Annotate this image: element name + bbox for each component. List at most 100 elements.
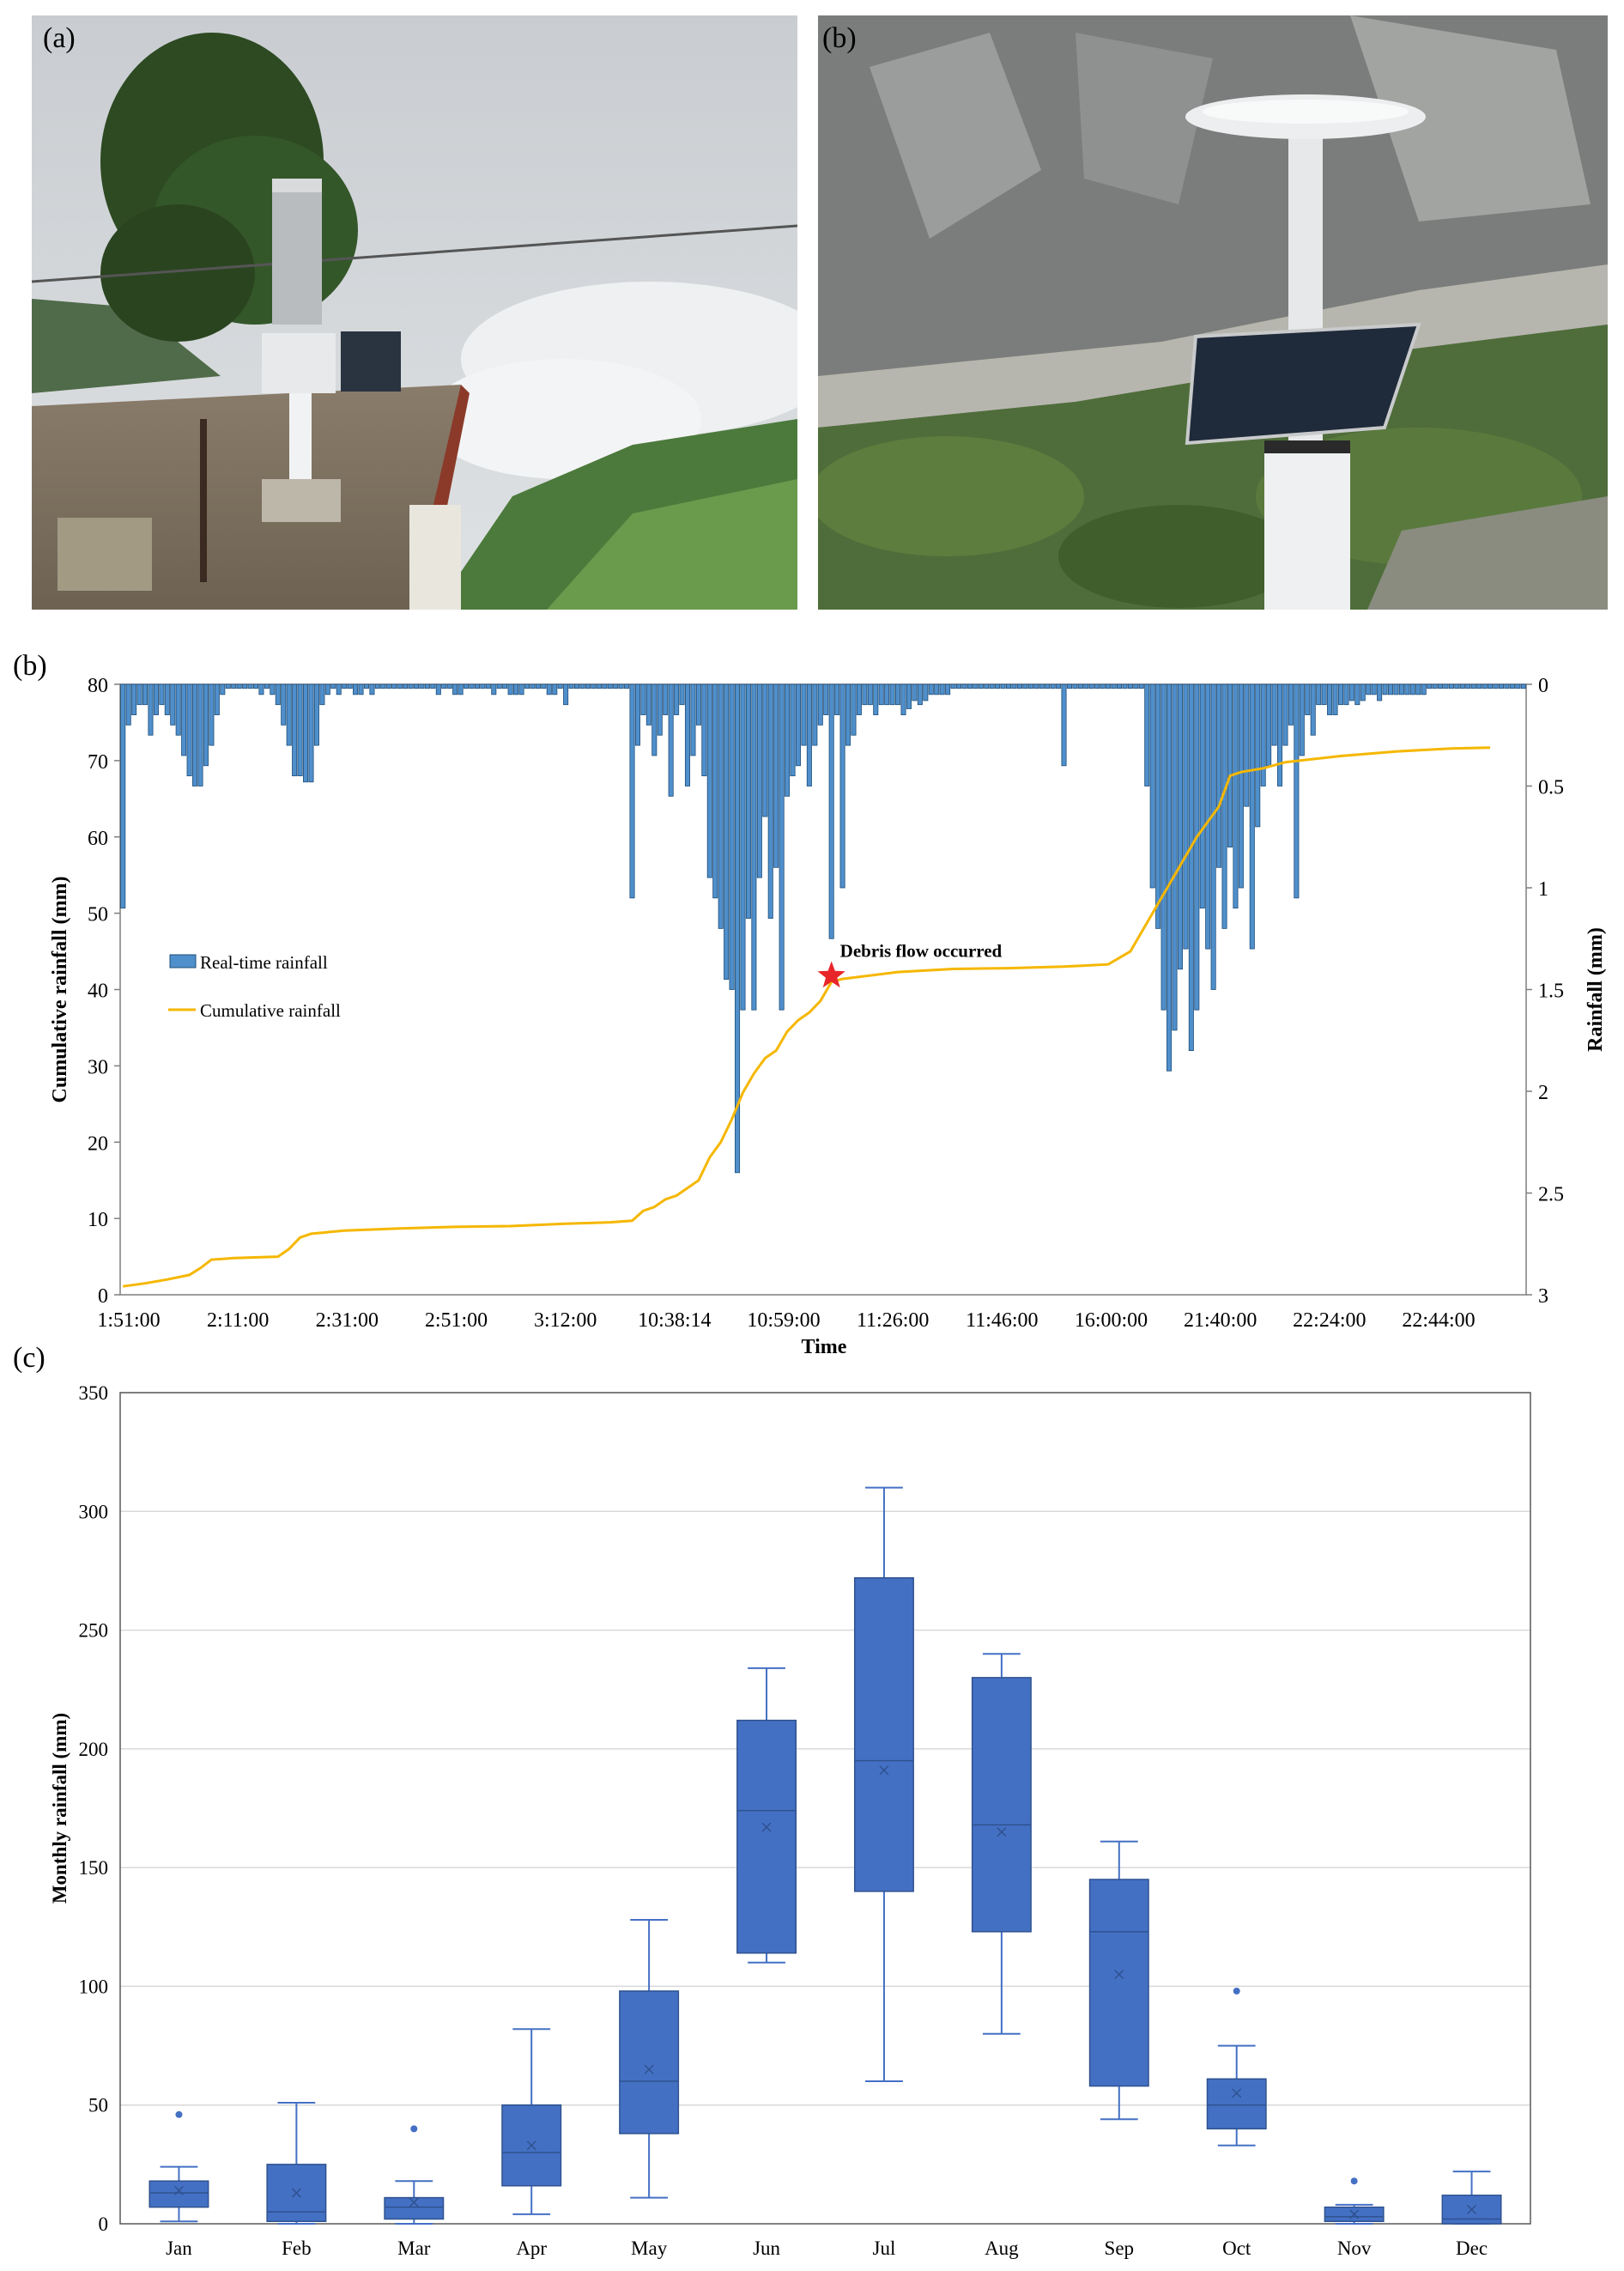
rainfall-bar xyxy=(1459,683,1465,689)
rainfall-bar xyxy=(945,683,951,695)
box-iqr xyxy=(1088,1879,1149,2087)
left-tick-label: 0 xyxy=(98,1285,108,1308)
y-tick-label: 300 xyxy=(79,1501,109,1522)
rainfall-bar xyxy=(1448,683,1454,689)
rainfall-bar xyxy=(120,683,126,909)
rainfall-bar xyxy=(1294,683,1300,899)
rainfall-bar xyxy=(1177,683,1183,970)
rainfall-bar xyxy=(1194,683,1200,1011)
photo-rainfall-station xyxy=(818,15,1608,610)
box-mean-marker xyxy=(409,2197,419,2207)
rainfall-bar xyxy=(552,683,558,695)
rainfall-bar xyxy=(1033,683,1039,689)
rainfall-bar xyxy=(1321,683,1327,706)
rainfall-bar xyxy=(1061,683,1067,767)
rainfall-bar xyxy=(817,683,823,726)
rainfall-bar xyxy=(1415,683,1421,695)
box-outlier xyxy=(1350,2177,1358,2185)
rainfall-bar xyxy=(1476,683,1482,689)
rainfall-bar xyxy=(867,683,873,706)
rainfall-bar xyxy=(1465,683,1471,689)
rainfall-bar xyxy=(125,683,131,726)
rainfall-bar xyxy=(1088,683,1094,689)
rainfall-bar xyxy=(1470,683,1476,689)
right-tick-label: 0 xyxy=(1538,675,1548,697)
rainfall-bar xyxy=(1498,683,1505,689)
right-tick-label: 1 xyxy=(1538,878,1548,901)
rainfall-bar xyxy=(153,683,159,715)
right-tick-label: 1.5 xyxy=(1538,981,1564,1003)
rainfall-bar xyxy=(1366,683,1372,695)
rainfall-bar xyxy=(1343,683,1349,706)
right-axis-title: Rainfall (mm) xyxy=(1585,927,1607,1052)
rainfall-bar xyxy=(1260,683,1266,786)
left-tick-label: 40 xyxy=(88,981,108,1003)
rainfall-bar xyxy=(1127,683,1133,689)
rainfall-bar xyxy=(657,683,663,736)
rainfall-bar xyxy=(939,683,945,695)
x-tick-label: 1:51:00 xyxy=(97,1309,160,1332)
rainfall-bar xyxy=(900,683,906,715)
rainfall-bar xyxy=(192,683,198,786)
rainfall-bar xyxy=(839,683,845,889)
box-outlier xyxy=(175,2110,183,2118)
x-tick-label: 2:51:00 xyxy=(425,1309,488,1332)
rainfall-bar xyxy=(491,683,497,695)
x-tick-label: Mar xyxy=(397,2238,431,2259)
box-mean-marker xyxy=(291,2188,301,2198)
rainfall-bar xyxy=(1387,683,1394,695)
legend-label: Real-time rainfall xyxy=(200,952,328,973)
rainfall-bar xyxy=(1382,683,1388,695)
rainfall-bar xyxy=(1149,683,1155,889)
rainfall-bar xyxy=(430,683,436,689)
rainfall-bar xyxy=(591,683,597,689)
rainfall-bar xyxy=(159,683,165,706)
rainfall-bar xyxy=(751,683,757,1011)
rainfall-bar xyxy=(1277,683,1283,786)
rainfall-bar xyxy=(252,683,259,689)
x-tick-label: Sep xyxy=(1105,2238,1135,2259)
rainfall-bar xyxy=(1348,683,1354,701)
rainfall-bar xyxy=(1266,683,1272,767)
rainfall-bar xyxy=(380,683,386,689)
y-tick-label: 350 xyxy=(79,1382,109,1404)
debris-flow-star-marker xyxy=(817,961,845,988)
rainfall-bar xyxy=(801,683,807,746)
rainfall-bar xyxy=(258,683,264,695)
box-mean-marker xyxy=(1349,2209,1360,2219)
rainfall-bar xyxy=(197,683,203,786)
rainfall-bar xyxy=(1000,683,1006,689)
rainfall-bar xyxy=(175,683,181,736)
rainfall-bar xyxy=(446,683,452,689)
rainfall-bar xyxy=(1172,683,1178,1031)
rainfall-timeseries-chart: 0 10 20 30 40 50 60 70 80 0 0.5 1 1.5 2 2.5 3 1:51:00 2:1… xyxy=(49,675,1607,1358)
rainfall-bar xyxy=(834,683,840,715)
rainfall-bar xyxy=(735,683,741,1174)
rainfall-bar xyxy=(955,683,962,689)
y-tick-label: 50 xyxy=(88,2095,108,2116)
rainfall-bar xyxy=(878,683,884,706)
x-tick-label: 11:46:00 xyxy=(966,1309,1038,1332)
rainfall-bar xyxy=(281,683,287,726)
rainfall-bar xyxy=(1332,683,1338,715)
rainfall-bar xyxy=(469,683,475,689)
rainfall-bar xyxy=(629,683,635,899)
left-tick-label: 50 xyxy=(88,904,108,926)
rainfall-bar xyxy=(1216,683,1222,868)
rainfall-bar xyxy=(984,683,990,689)
rainfall-bar xyxy=(507,683,513,695)
rainfall-bar xyxy=(906,683,912,709)
rainfall-bar xyxy=(1282,683,1288,746)
chart-b-label: (b) xyxy=(13,650,47,682)
rainfall-bar xyxy=(912,683,918,701)
box-mean-marker xyxy=(1232,2088,1242,2098)
rainfall-bar xyxy=(142,683,148,706)
y-tick-label: 150 xyxy=(79,1857,109,1879)
legend-swatch-bar xyxy=(169,954,197,969)
rainfall-bar xyxy=(513,683,519,695)
rainfall-bar xyxy=(1083,683,1089,689)
rainfall-bar xyxy=(1077,683,1083,689)
rainfall-bar xyxy=(1166,683,1173,1072)
rainfall-bar xyxy=(1100,683,1106,689)
rainfall-bar xyxy=(1210,683,1216,990)
